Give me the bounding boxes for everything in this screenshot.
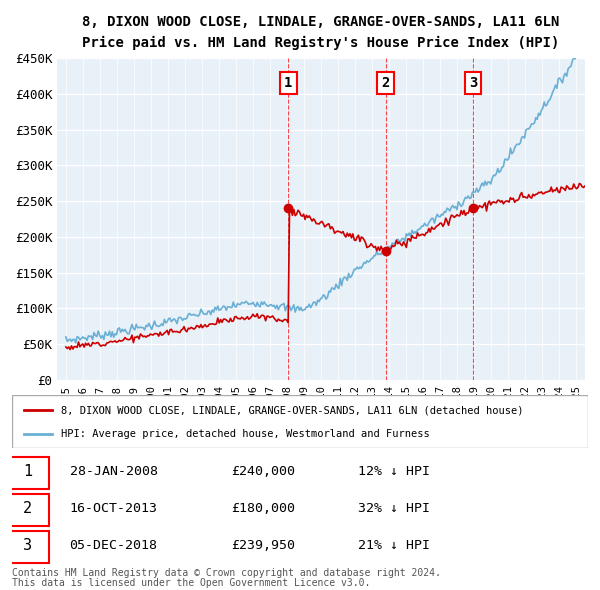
FancyBboxPatch shape: [12, 395, 588, 448]
Text: 28-JAN-2008: 28-JAN-2008: [70, 465, 158, 478]
Text: 05-DEC-2018: 05-DEC-2018: [70, 539, 158, 552]
Text: This data is licensed under the Open Government Licence v3.0.: This data is licensed under the Open Gov…: [12, 578, 370, 588]
Text: HPI: Average price, detached house, Westmorland and Furness: HPI: Average price, detached house, West…: [61, 428, 430, 438]
FancyBboxPatch shape: [6, 531, 49, 563]
Text: 2: 2: [23, 501, 32, 516]
Text: 1: 1: [284, 76, 293, 90]
Text: £240,000: £240,000: [231, 465, 295, 478]
Title: 8, DIXON WOOD CLOSE, LINDALE, GRANGE-OVER-SANDS, LA11 6LN
Price paid vs. HM Land: 8, DIXON WOOD CLOSE, LINDALE, GRANGE-OVE…: [82, 15, 560, 50]
Text: Contains HM Land Registry data © Crown copyright and database right 2024.: Contains HM Land Registry data © Crown c…: [12, 569, 441, 578]
Text: 2: 2: [382, 76, 390, 90]
Text: 32% ↓ HPI: 32% ↓ HPI: [358, 502, 430, 515]
Text: 3: 3: [23, 538, 32, 553]
Text: 21% ↓ HPI: 21% ↓ HPI: [358, 539, 430, 552]
Text: £180,000: £180,000: [231, 502, 295, 515]
FancyBboxPatch shape: [6, 457, 49, 489]
Text: 3: 3: [469, 76, 477, 90]
Text: 12% ↓ HPI: 12% ↓ HPI: [358, 465, 430, 478]
Text: £239,950: £239,950: [231, 539, 295, 552]
Text: 1: 1: [23, 464, 32, 478]
FancyBboxPatch shape: [6, 494, 49, 526]
Text: 16-OCT-2013: 16-OCT-2013: [70, 502, 158, 515]
Text: 8, DIXON WOOD CLOSE, LINDALE, GRANGE-OVER-SANDS, LA11 6LN (detached house): 8, DIXON WOOD CLOSE, LINDALE, GRANGE-OVE…: [61, 405, 523, 415]
